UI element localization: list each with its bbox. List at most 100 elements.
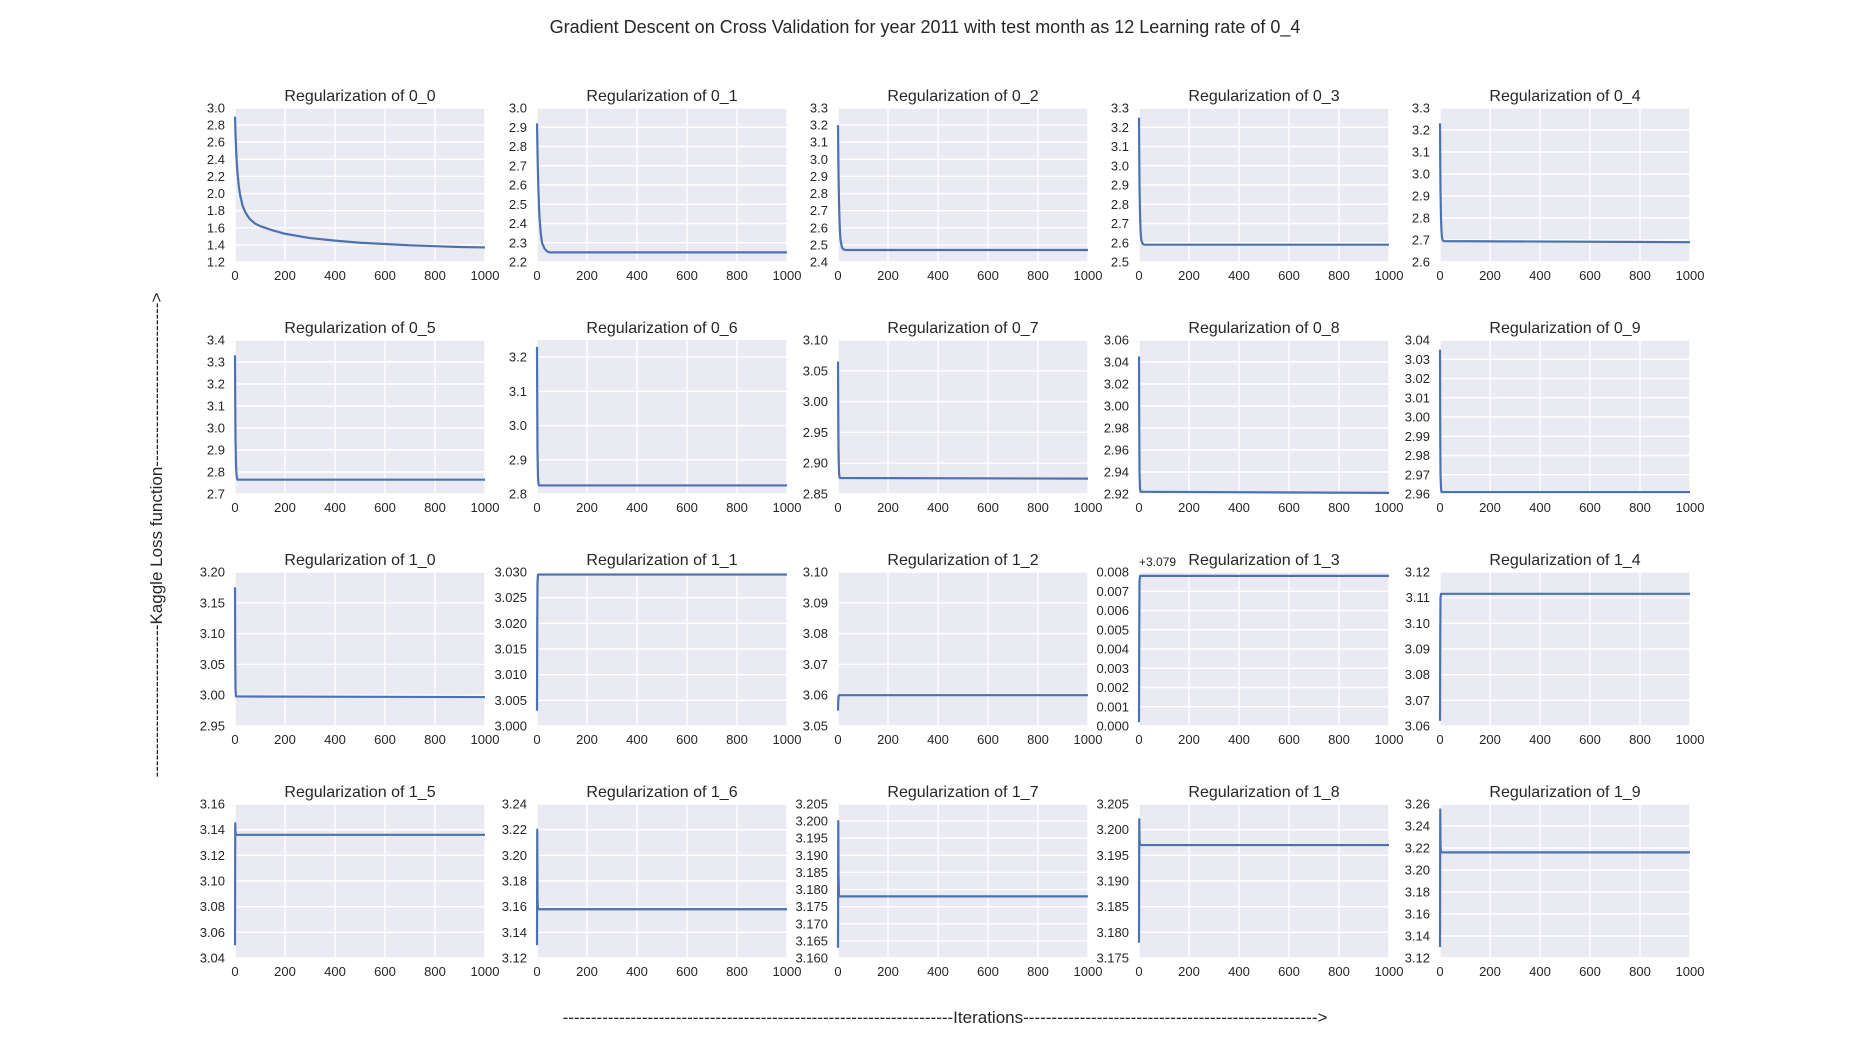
x-tick-label: 200 (1178, 500, 1200, 515)
subplot-title: Regularization of 1_4 (1489, 552, 1640, 569)
y-tick-label: 3.10 (1405, 616, 1430, 631)
x-tick-label: 0 (231, 964, 238, 979)
subplot-title: Regularization of 0_5 (284, 320, 435, 337)
subplot: 0 200 400 600 800 1000 3.04 3.06 3.08 3.10 3.12 3.1… (200, 784, 500, 979)
y-tick-label: 2.2 (207, 169, 225, 184)
y-tick-label: 2.98 (1405, 448, 1430, 463)
y-tick-label: 3.2 (509, 350, 527, 365)
x-tick-label: 0 (1135, 964, 1142, 979)
x-tick-label: 800 (424, 964, 446, 979)
series-line (836, 361, 1089, 480)
x-tick-label: 1000 (773, 964, 802, 979)
x-tick-label: 1000 (471, 500, 500, 515)
y-tick-label: 3.2 (1412, 123, 1430, 138)
x-tick-label: 200 (1178, 732, 1200, 747)
y-tick-label: 3.030 (494, 565, 527, 580)
x-tick-label: 400 (1529, 268, 1551, 283)
x-tick-label: 800 (1027, 500, 1049, 515)
x-tick-label: 0 (231, 500, 238, 515)
y-tick-label: 3.14 (1405, 929, 1430, 944)
y-tick-label: 1.8 (207, 203, 225, 218)
x-tick-label: 1000 (1074, 732, 1103, 747)
y-tick-label: 2.7 (207, 487, 225, 502)
y-tick-label: 1.2 (207, 255, 225, 270)
y-tick-label: 2.95 (803, 425, 828, 440)
y-tick-label: 3.010 (494, 667, 527, 682)
x-tick-label: 1000 (1676, 732, 1705, 747)
series-line (836, 694, 1088, 711)
x-tick-label: 600 (1579, 732, 1601, 747)
y-tick-label: 2.8 (207, 465, 225, 480)
x-tick-label: 600 (374, 500, 396, 515)
x-tick-label: 200 (576, 732, 598, 747)
plot-area (537, 340, 787, 494)
x-tick-label: 400 (1529, 500, 1551, 515)
x-tick-label: 600 (676, 732, 698, 747)
y-tick-label: 3.0 (509, 101, 527, 116)
x-tick-label: 600 (1278, 732, 1300, 747)
x-tick-label: 600 (1579, 500, 1601, 515)
y-tick-label: 3.3 (207, 355, 225, 370)
y-tick-label: 0.008 (1096, 565, 1129, 580)
y-tick-label: 2.6 (509, 178, 527, 193)
y-tick-label: 3.26 (1405, 797, 1430, 812)
x-tick-label: 800 (1027, 732, 1049, 747)
y-tick-label: 2.2 (509, 255, 527, 270)
x-tick-label: 400 (927, 500, 949, 515)
x-tick-label: 0 (1135, 500, 1142, 515)
x-tick-label: 0 (533, 268, 540, 283)
y-tick-label: 3.02 (1405, 371, 1430, 386)
x-tick-label: 800 (1328, 500, 1350, 515)
y-tick-label: 2.7 (810, 203, 828, 218)
x-tick-label: 600 (374, 732, 396, 747)
subplot: 0 200 400 600 800 1000 2.6 2.7 2.8 2.9 3.0 3.1 3.2 3.… (1412, 88, 1705, 283)
y-tick-label: 3.200 (1096, 822, 1129, 837)
x-tick-label: 400 (1228, 268, 1250, 283)
y-tick-label: 1.4 (207, 237, 225, 252)
subplot: 0 200 400 600 800 1000 3.12 3.14 3.16 3.18 3.20 3.2… (1405, 784, 1705, 979)
x-tick-label: 600 (977, 500, 999, 515)
y-tick-label: 0.003 (1096, 661, 1129, 676)
y-tick-label: 2.99 (1405, 429, 1430, 444)
y-tick-label: 2.6 (1111, 235, 1129, 250)
x-tick-label: 800 (1027, 268, 1049, 283)
y-tick-label: 3.190 (795, 848, 828, 863)
series-line (233, 116, 486, 249)
plot-area (1139, 340, 1389, 494)
y-tick-label: 3.12 (502, 951, 527, 966)
x-tick-label: 800 (726, 964, 748, 979)
y-tick-label: 3.1 (1412, 145, 1430, 160)
x-tick-label: 600 (1278, 964, 1300, 979)
x-tick-label: 1000 (773, 268, 802, 283)
y-tick-label: 3.205 (795, 797, 828, 812)
x-tick-label: 400 (1228, 732, 1250, 747)
subplot-title: Regularization of 0_3 (1188, 88, 1339, 105)
x-tick-label: 0 (533, 964, 540, 979)
x-tick-label: 1000 (1074, 964, 1103, 979)
x-tick-label: 800 (726, 500, 748, 515)
x-tick-label: 800 (726, 268, 748, 283)
y-tick-label: 3.11 (1406, 590, 1430, 605)
subplot-title: Regularization of 0_6 (586, 320, 737, 337)
x-tick-label: 400 (626, 964, 648, 979)
subplot-title: Regularization of 1_2 (887, 552, 1038, 569)
y-tick-label: 3.24 (1405, 819, 1430, 834)
x-tick-label: 200 (877, 268, 899, 283)
subplot-title: Regularization of 0_9 (1489, 320, 1640, 337)
y-tick-label: 2.94 (1104, 465, 1129, 480)
x-tick-label: 400 (626, 268, 648, 283)
x-tick-label: 600 (374, 964, 396, 979)
y-tick-label: 2.8 (509, 139, 527, 154)
y-tick-label: 3.18 (1405, 885, 1430, 900)
y-tick-label: 3.04 (1405, 333, 1430, 348)
y-tick-label: 3.16 (1405, 907, 1430, 922)
y-tick-label: 3.04 (1104, 355, 1129, 370)
x-tick-label: 400 (626, 500, 648, 515)
y-tick-label: 2.8 (810, 186, 828, 201)
y-tick-label: 3.160 (795, 951, 828, 966)
x-tick-label: 400 (927, 964, 949, 979)
y-tick-label: 2.96 (1405, 487, 1430, 502)
x-tick-label: 800 (1328, 268, 1350, 283)
series-line (1438, 808, 1690, 948)
y-tick-label: 3.18 (502, 874, 527, 889)
